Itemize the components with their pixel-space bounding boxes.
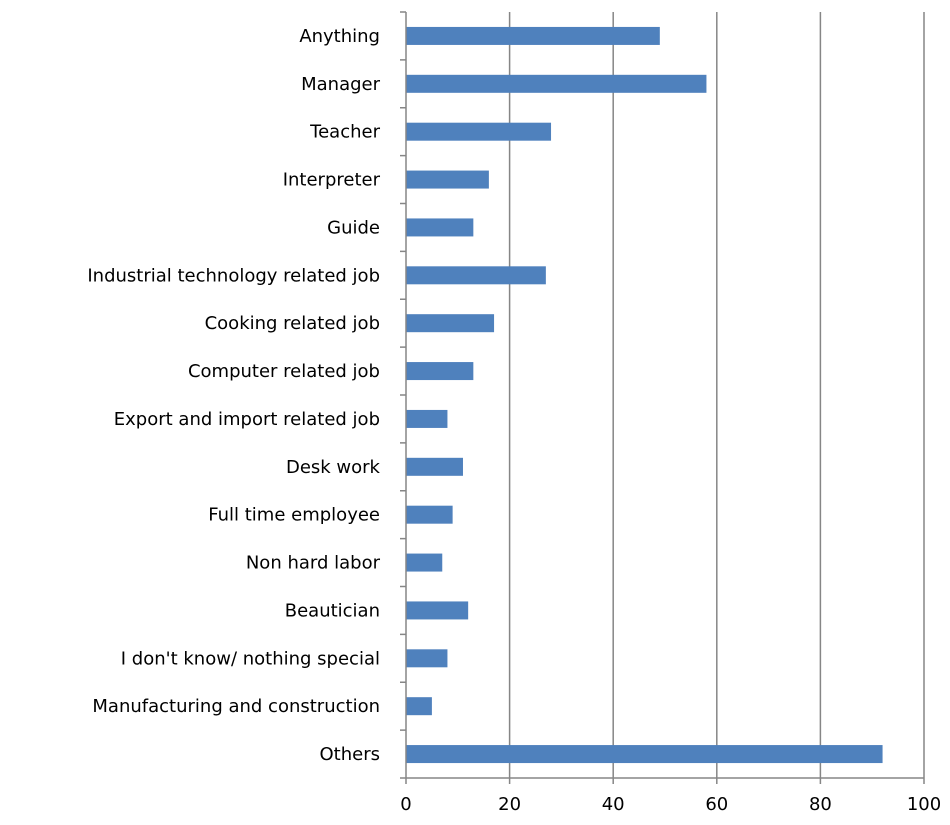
x-tick-labels: 0 20 40 60 80 100 — [400, 794, 941, 815]
x-tick-label: 60 — [705, 794, 728, 815]
x-tick-label: 80 — [809, 794, 832, 815]
bar — [406, 26, 660, 45]
x-tick-label: 0 — [400, 794, 411, 815]
category-label: Guide — [327, 217, 380, 238]
bar — [406, 505, 453, 524]
category-label: Cooking related job — [205, 313, 380, 334]
category-label: I don't know/ nothing special — [121, 648, 380, 669]
bar — [406, 601, 469, 620]
category-label: Non hard labor — [246, 553, 381, 574]
bar — [406, 74, 707, 93]
bar — [406, 745, 883, 764]
bar — [406, 553, 443, 572]
category-label: Others — [320, 744, 381, 765]
bar — [406, 314, 495, 333]
axes — [400, 11, 925, 784]
x-tick-label: 20 — [498, 794, 521, 815]
bar — [406, 170, 489, 189]
category-label: Manufacturing and construction — [92, 696, 380, 717]
grid-lines — [508, 12, 925, 778]
category-label: Full time employee — [208, 505, 380, 526]
bar — [406, 362, 474, 381]
bar — [406, 409, 448, 428]
category-label: Anything — [299, 26, 380, 47]
category-labels: Anything Manager Teacher Interpreter Guide In… — [87, 26, 380, 765]
bars — [406, 26, 883, 764]
category-label: Interpreter — [283, 170, 381, 191]
category-label: Export and import related job — [114, 409, 380, 430]
category-label: Desk work — [286, 457, 381, 478]
x-tick-label: 40 — [602, 794, 625, 815]
bar — [406, 649, 448, 668]
category-label: Industrial technology related job — [87, 265, 380, 286]
bar — [406, 122, 552, 141]
bar — [406, 266, 546, 285]
bar — [406, 457, 463, 476]
category-label: Beautician — [285, 600, 380, 621]
bar — [406, 697, 432, 716]
x-tick-label: 100 — [907, 794, 941, 815]
bar — [406, 218, 474, 237]
category-label: Computer related job — [188, 361, 380, 382]
category-label: Manager — [301, 74, 380, 95]
category-label: Teacher — [309, 122, 380, 143]
